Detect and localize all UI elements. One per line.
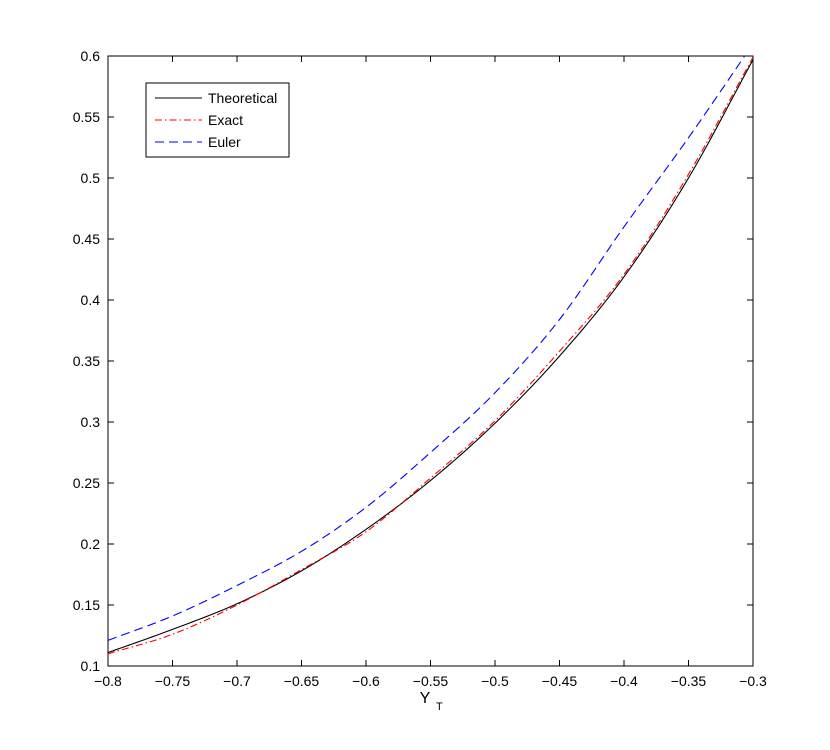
x-tick-label: −0.65 bbox=[284, 673, 320, 689]
plot-area bbox=[107, 55, 754, 667]
y-tick-label: 0.4 bbox=[81, 292, 101, 308]
x-tick-label: −0.75 bbox=[155, 673, 191, 689]
series-line-theoretical bbox=[108, 59, 753, 654]
legend-label: Euler bbox=[208, 134, 241, 150]
y-tick-label: 0.1 bbox=[81, 658, 101, 674]
legend: Theoretical Exact Euler bbox=[145, 82, 290, 158]
x-axis-label-subscript: T bbox=[436, 701, 443, 713]
x-axis-title: Y T bbox=[420, 690, 443, 713]
x-tick-label: −0.35 bbox=[671, 673, 707, 689]
y-tick-label: 0.5 bbox=[81, 170, 101, 186]
x-tick-label: −0.7 bbox=[223, 673, 251, 689]
y-tick-label: 0.45 bbox=[73, 231, 100, 247]
series-layer bbox=[108, 56, 753, 655]
series-line-euler bbox=[108, 56, 746, 641]
axis-ticks: −0.8 −0.75 −0.7 −0.65 −0.6 −0.55 −0.5 −0.45 −0.4… bbox=[73, 48, 767, 689]
legend-label: Exact bbox=[208, 112, 243, 128]
x-tick-label: −0.55 bbox=[413, 673, 449, 689]
x-tick-label: −0.45 bbox=[542, 673, 578, 689]
legend-label: Theoretical bbox=[208, 90, 277, 106]
x-tick-label: −0.4 bbox=[610, 673, 638, 689]
x-tick-label: −0.6 bbox=[352, 673, 380, 689]
y-tick-label: 0.6 bbox=[81, 48, 101, 64]
x-tick-label: −0.3 bbox=[739, 673, 767, 689]
x-axis-label: Y bbox=[420, 690, 431, 707]
y-tick-label: 0.15 bbox=[73, 597, 100, 613]
x-tick-label: −0.8 bbox=[94, 673, 122, 689]
y-tick-label: 0.3 bbox=[81, 414, 101, 430]
y-tick-label: 0.2 bbox=[81, 536, 101, 552]
x-tick-label: −0.5 bbox=[481, 673, 509, 689]
y-tick-label: 0.25 bbox=[73, 475, 100, 491]
y-tick-label: 0.55 bbox=[73, 109, 100, 125]
y-tick-label: 0.35 bbox=[73, 353, 100, 369]
